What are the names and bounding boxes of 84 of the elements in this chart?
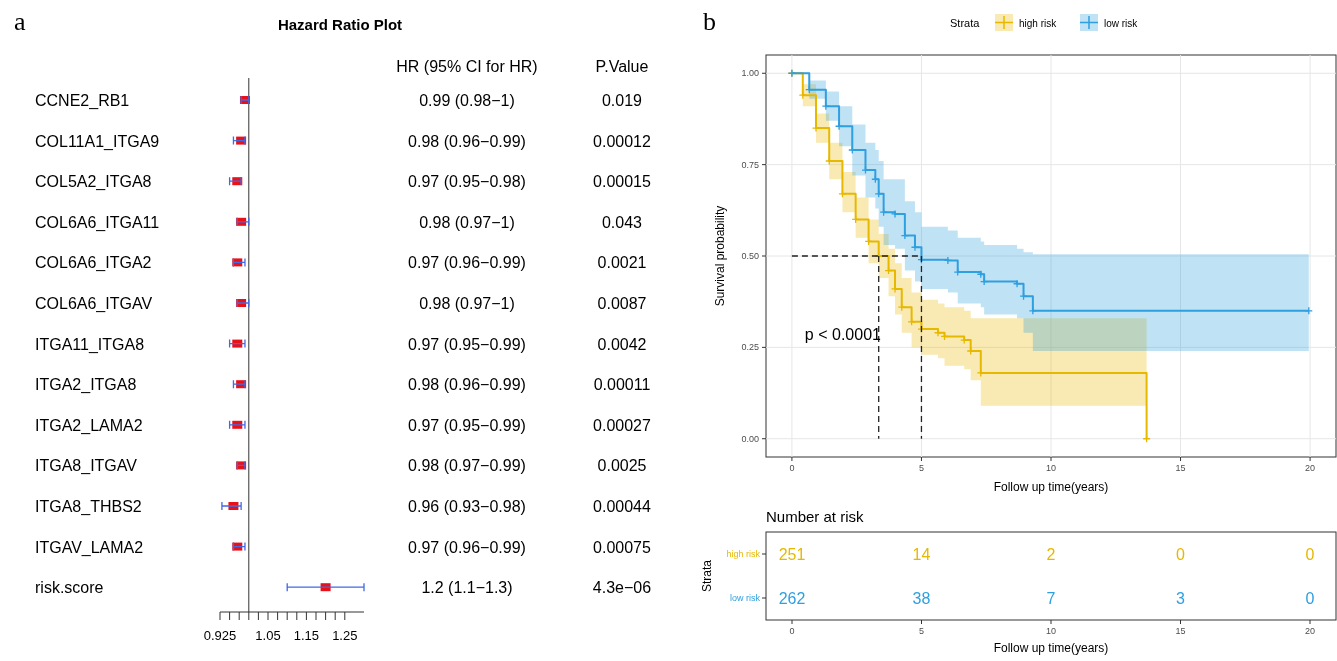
text: 0.98 (0.97−0.99) [408,457,526,475]
x-tick-label: 1.15 [293,628,320,643]
text: 0.98 (0.96−0.99) [408,376,526,394]
y-tick-label: 0.75 [741,159,759,170]
chart-title: Number at risk [766,508,865,525]
text: 0.97 (0.96−0.99) [408,538,526,556]
chart-title: Hazard Ratio Plot [277,16,403,33]
data-label: 38 [912,590,931,607]
text: 0.00044 [593,498,652,515]
y-tick-label: COL6A6_ITGA2 [35,254,152,273]
data-label: 7 [1046,590,1056,607]
text: HR (95% CI for HR) [396,58,538,75]
x-tick-label: 15 [1175,463,1186,473]
y-axis-title: Survival probability [713,205,727,307]
x-tick-label: 0 [789,626,795,636]
legend-label: high risk [1019,18,1058,29]
y-tick-label: 1.00 [741,68,759,79]
y-tick-label: 0.25 [741,342,759,353]
text: 0.0087 [597,295,647,312]
x-tick-label: 5 [918,626,925,636]
text: a [14,7,26,36]
text: 0.019 [601,92,643,109]
y-tick-label: ITGA2_LAMA2 [35,416,143,435]
text: 0.98 (0.97−1) [419,295,515,312]
text: 0.00011 [593,376,651,394]
text: 0.0042 [597,335,647,353]
text: 0.97 (0.96−0.99) [408,254,526,272]
text: 0.96 (0.93−0.98) [408,498,526,515]
text: 0.043 [601,213,643,231]
text: P.Value [595,58,649,75]
x-tick-label: 20 [1305,463,1316,473]
y-tick-label: 0.50 [741,251,759,261]
text: 0.97 (0.95−0.98) [408,173,526,191]
x-tick-label: 5 [918,463,924,473]
data-label: 2 [1046,546,1056,563]
text: 0.00075 [593,538,652,556]
y-tick-label: ITGA2_ITGA8 [35,376,137,395]
x-tick-label: 0.925 [203,628,237,643]
text: 0.98 (0.97−1) [419,213,515,231]
x-tick-label: 1.05 [255,628,281,643]
text: 0.98 (0.96−0.99) [408,132,526,150]
x-axis-title: Follow up time(years) [993,641,1109,655]
y-tick-label: low risk [729,593,761,603]
y-tick-label: COL6A6_ITGA11 [35,213,160,232]
text: 0.00012 [593,132,652,150]
data-label: 14 [912,546,931,563]
text: 1.2 (1.1−1.3) [421,579,513,597]
y-tick-label: high risk [726,549,761,559]
text: 0.00015 [593,173,652,191]
text: 0.0021 [597,254,647,272]
y-tick-label: COL6A6_ITGAV [35,295,153,313]
legend-title: Strata [950,17,981,29]
text: 0.0025 [597,457,647,475]
legend-label: low risk [1104,18,1139,29]
y-tick-label: ITGA8_ITGAV [35,457,138,476]
data-label: 0 [1305,546,1315,563]
y-tick-label: ITGA11_ITGA8 [35,335,145,354]
text: 0.00027 [593,416,652,434]
data-label: 0 [1305,590,1315,607]
x-tick-label: 1.25 [332,628,358,643]
x-tick-label: 10 [1045,463,1057,473]
y-tick-label: 0.00 [741,433,759,444]
y-tick-label: ITGAV_LAMA2 [35,538,144,557]
text: 0.97 (0.95−0.99) [408,335,526,353]
y-tick-label: COL11A1_ITGA9 [35,132,160,151]
y-tick-label: ITGA8_THBS2 [35,498,142,516]
y-axis-title: Strata [700,559,714,593]
text: 0.99 (0.98−1) [419,92,515,109]
y-tick-label: CCNE2_RB1 [35,92,130,110]
text: b [703,7,716,36]
y-tick-label: COL5A2_ITGA8 [35,173,152,192]
x-axis-title: Follow up time(years) [993,480,1109,494]
data-label: 262 [778,590,806,607]
data-label: 251 [778,546,806,563]
y-tick-label: risk.score [35,579,104,597]
data-label: 0 [1176,546,1186,563]
data-label: 3 [1176,590,1186,607]
annotation: p < 0.0001 [804,326,882,344]
x-tick-label: 10 [1045,626,1057,636]
x-tick-label: 20 [1304,626,1316,636]
text: 0.97 (0.95−0.99) [408,416,526,434]
x-tick-label: 0 [789,463,795,473]
text: 4.3e−06 [592,579,652,597]
x-tick-label: 15 [1175,626,1186,636]
